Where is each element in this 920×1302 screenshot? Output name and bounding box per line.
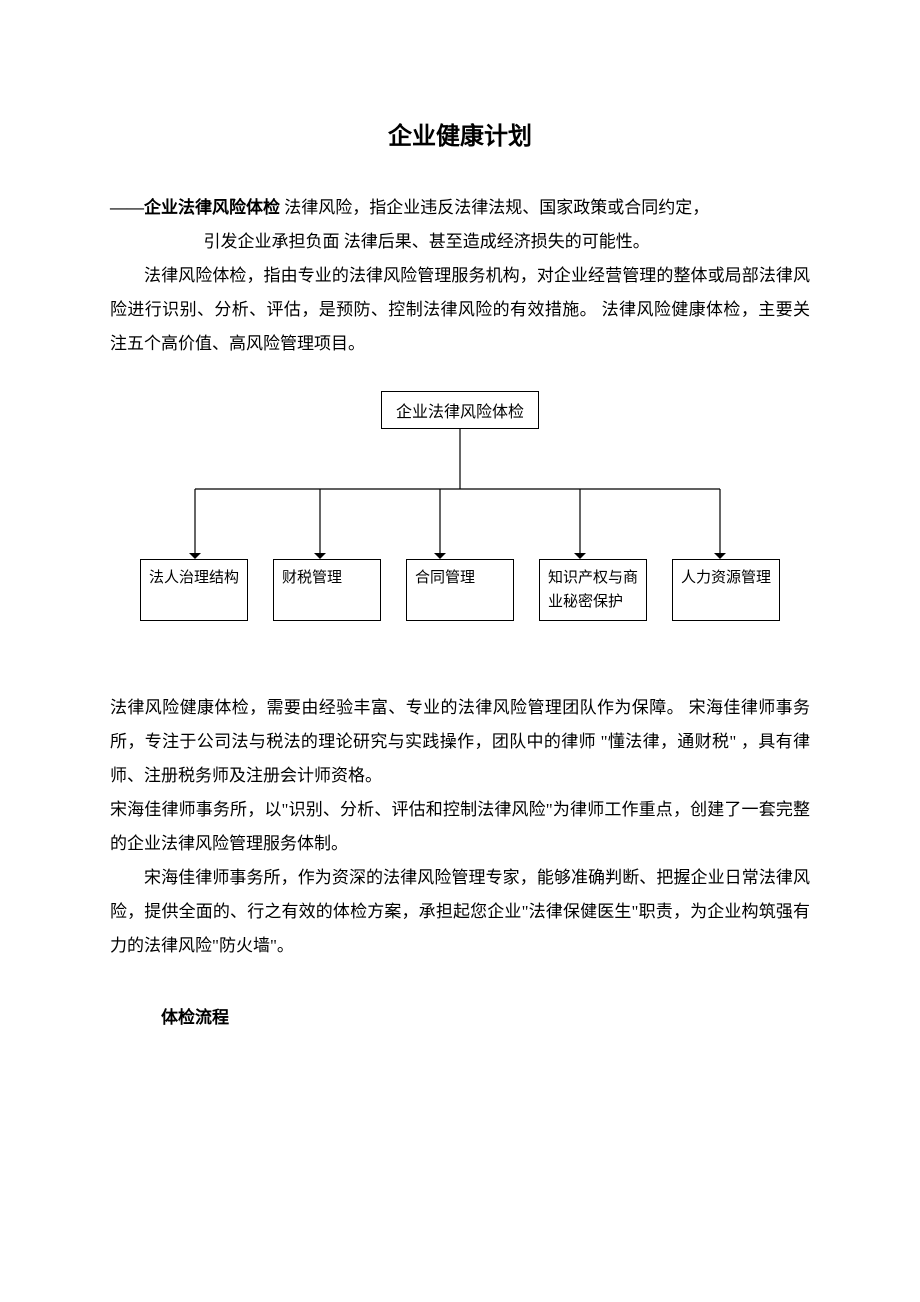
tree-child-node: 财税管理 <box>273 559 381 621</box>
document-page: 企业健康计划 ——企业法律风险体检 法律风险，指企业违反法律法规、国家政策或合同… <box>0 0 920 1302</box>
lead-label: ——企业法律风险体检 <box>110 198 280 217</box>
tree-children-row: 法人治理结构财税管理合同管理知识产权与商业秘密保护人力资源管理 <box>140 559 780 621</box>
intro-paragraph-2: 法律风险体检，指由专业的法律风险管理服务机构，对企业经营管理的整体或局部法律风险… <box>110 259 810 361</box>
tree-child-node: 合同管理 <box>406 559 514 621</box>
tree-child-node: 知识产权与商业秘密保护 <box>539 559 647 621</box>
para2-text: 法律风险体检，指由专业的法律风险管理服务机构，对企业经营管理的整体或局部法律风险… <box>110 259 810 361</box>
tree-root-node: 企业法律风险体检 <box>381 391 539 429</box>
paragraph-3: 法律风险健康体检，需要由经验丰富、专业的法律风险管理团队作为保障。 宋海佳律师事… <box>110 691 810 793</box>
para1-line1-rest: 法律风险，指企业违反法律法规、国家政策或合同约定， <box>280 198 709 217</box>
para4-text: 宋海佳律师事务所，以"识别、分析、评估和控制法律风险"为律师工作重点，创建了一套… <box>110 793 810 861</box>
para5-text: 宋海佳律师事务所，作为资深的法律风险管理专家，能够准确判断、把握企业日常法律风险… <box>110 861 810 963</box>
paragraph-4: 宋海佳律师事务所，以"识别、分析、评估和控制法律风险"为律师工作重点，创建了一套… <box>110 793 810 861</box>
para3-text: 法律风险健康体检，需要由经验丰富、专业的法律风险管理团队作为保障。 宋海佳律师事… <box>110 691 810 793</box>
org-tree-diagram: 企业法律风险体检 法人治理结构财税管理合同管理知识产权与商业秘密保护人力资源管理 <box>140 391 780 621</box>
tree-child-node: 人力资源管理 <box>672 559 780 621</box>
tree-child-node: 法人治理结构 <box>140 559 248 621</box>
page-title: 企业健康计划 <box>110 116 810 151</box>
tree-connector-svg <box>140 429 780 559</box>
para1-line2: 引发企业承担负面 法律后果、甚至造成经济损失的可能性。 <box>110 225 810 259</box>
section-heading-process: 体检流程 <box>161 1003 810 1028</box>
tree-root-row: 企业法律风险体检 <box>140 391 780 429</box>
paragraph-5: 宋海佳律师事务所，作为资深的法律风险管理专家，能够准确判断、把握企业日常法律风险… <box>110 861 810 963</box>
intro-paragraph-1: ——企业法律风险体检 法律风险，指企业违反法律法规、国家政策或合同约定， 引发企… <box>110 191 810 259</box>
